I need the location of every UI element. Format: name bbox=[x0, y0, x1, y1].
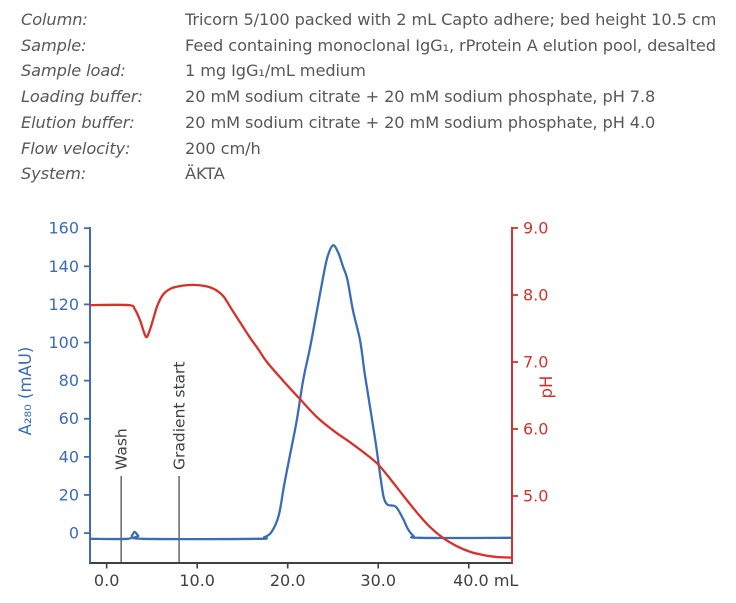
left-tick-label: 120 bbox=[48, 295, 79, 314]
chromatogram-chart: Wash Gradient start 0.0 10.0 20.0 30.0 40.0 mL… bbox=[16, 219, 556, 591]
spec-value: ÄKTA bbox=[185, 164, 225, 184]
spec-value: 20 mM sodium citrate + 20 mM sodium phos… bbox=[185, 112, 656, 132]
left-tick-label: 80 bbox=[59, 371, 79, 390]
left-tick-label: 100 bbox=[48, 333, 79, 352]
spec-label: Flow velocity: bbox=[21, 138, 131, 158]
spec-value: Tricorn 5/100 packed with 2 mL Capto adh… bbox=[185, 10, 717, 29]
spec-row: Column: Tricorn 5/100 packed with 2 mL Ca… bbox=[21, 7, 731, 33]
spec-table: Column: Tricorn 5/100 packed with 2 mL Ca… bbox=[21, 7, 731, 187]
spec-label: Sample load: bbox=[21, 61, 126, 81]
left-tick-label: 40 bbox=[59, 447, 79, 466]
spec-row: Sample load: 1 mg IgG₁/mL medium bbox=[21, 58, 731, 84]
spec-value: 20 mM sodium citrate + 20 mM sodium phos… bbox=[185, 87, 656, 107]
right-tick-label: 9.0 bbox=[523, 219, 548, 238]
right-tick-label: 6.0 bbox=[523, 420, 548, 439]
spec-label: System: bbox=[21, 164, 87, 184]
absorbance-curve bbox=[89, 244, 513, 541]
ph-curve bbox=[89, 283, 513, 559]
right-tick-label: 7.0 bbox=[523, 353, 548, 372]
annotation-label: Wash bbox=[113, 428, 131, 470]
spec-label: Loading buffer: bbox=[21, 87, 143, 107]
x-tick-label: 10.0 bbox=[179, 571, 215, 590]
spec-label: Column: bbox=[21, 10, 88, 29]
left-tick-label: 140 bbox=[48, 257, 79, 276]
spec-row: Loading buffer: 20 mM sodium citrate + 20… bbox=[21, 84, 731, 110]
spec-row: System: ÄKTA bbox=[21, 161, 731, 187]
spec-value: Feed containing monoclonal IgG₁, rProtei… bbox=[185, 35, 716, 55]
spec-value: 200 cm/h bbox=[185, 138, 261, 158]
left-tick-label: 160 bbox=[48, 219, 79, 238]
spec-row: Flow velocity: 200 cm/h bbox=[21, 136, 731, 162]
x-tick-label: 0.0 bbox=[94, 571, 119, 590]
left-tick-label: 0 bbox=[69, 524, 79, 543]
annotation-label: Gradient start bbox=[171, 362, 189, 471]
right-axis: 5.0 6.0 7.0 8.0 9.0 pH bbox=[511, 219, 556, 563]
left-axis: 0 20 40 60 80 100 120 140 160 A₂₈₀ (mAU) bbox=[16, 219, 91, 563]
left-tick-label: 20 bbox=[59, 485, 79, 504]
right-tick-label: 5.0 bbox=[523, 487, 548, 506]
spec-row: Elution buffer: 20 mM sodium citrate + 20… bbox=[21, 110, 731, 136]
left-tick-label: 60 bbox=[59, 409, 79, 428]
right-tick-label: 8.0 bbox=[523, 286, 548, 305]
spec-row: Sample: Feed containing monoclonal IgG₁, … bbox=[21, 33, 731, 59]
x-axis: 0.0 10.0 20.0 30.0 40.0 mL bbox=[89, 562, 518, 590]
spec-value: 1 mg IgG₁/mL medium bbox=[185, 61, 366, 81]
annotations: Wash Gradient start bbox=[113, 362, 189, 563]
x-tick-label: 20.0 bbox=[270, 571, 306, 590]
right-axis-title: pH bbox=[537, 376, 556, 399]
spec-label: Elution buffer: bbox=[21, 112, 135, 132]
x-tick-label: 40.0 mL bbox=[453, 571, 518, 590]
left-axis-title: A₂₈₀ (mAU) bbox=[16, 347, 35, 436]
x-tick-label: 30.0 bbox=[360, 571, 396, 590]
spec-label: Sample: bbox=[21, 35, 87, 55]
